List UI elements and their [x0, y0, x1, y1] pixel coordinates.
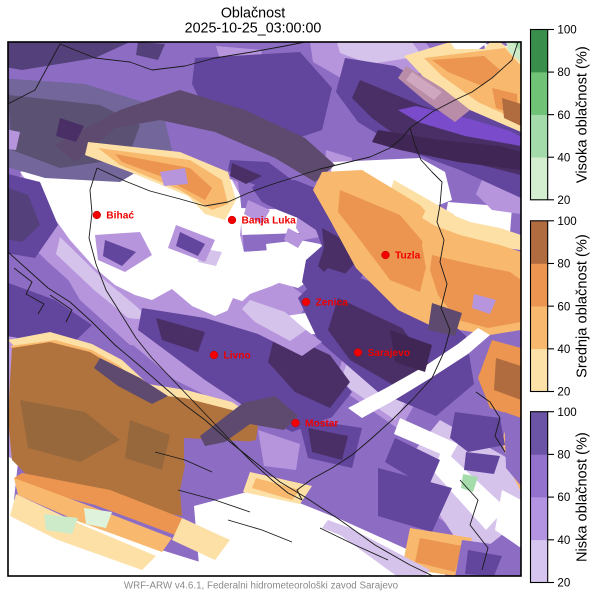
svg-text:Visoka oblačnost (%): Visoka oblačnost (%) [575, 46, 591, 183]
svg-text:Livno: Livno [224, 350, 251, 361]
svg-text:60: 60 [557, 109, 570, 122]
svg-text:40: 40 [557, 151, 570, 164]
svg-text:100: 100 [557, 215, 576, 228]
svg-text:Mostar: Mostar [305, 418, 338, 429]
svg-text:Tuzla: Tuzla [395, 250, 421, 261]
svg-text:20: 20 [557, 386, 570, 399]
svg-text:Sarajevo: Sarajevo [368, 348, 410, 359]
svg-text:20: 20 [557, 577, 570, 590]
svg-text:Bihać: Bihać [106, 210, 134, 221]
svg-text:100: 100 [557, 24, 576, 37]
svg-text:40: 40 [557, 343, 570, 356]
svg-text:Niska oblačnost (%): Niska oblačnost (%) [575, 432, 591, 562]
svg-text:20: 20 [557, 194, 570, 207]
svg-text:80: 80 [557, 66, 570, 79]
svg-text:60: 60 [557, 300, 570, 313]
svg-text:60: 60 [557, 491, 570, 504]
svg-text:Zenica: Zenica [316, 297, 349, 308]
svg-text:Srednja oblačnost (%): Srednja oblačnost (%) [575, 234, 591, 378]
svg-text:Banja Luka: Banja Luka [242, 215, 297, 226]
svg-text:WRF-ARW v4.6.1, Federalni hidr: WRF-ARW v4.6.1, Federalni hidrometeorolo… [124, 580, 399, 591]
svg-text:80: 80 [557, 449, 570, 462]
svg-text:40: 40 [557, 534, 570, 547]
svg-text:80: 80 [557, 258, 570, 271]
svg-text:2025-10-25_03:00:00: 2025-10-25_03:00:00 [185, 21, 322, 37]
svg-text:Oblačnost: Oblačnost [221, 6, 285, 22]
svg-text:100: 100 [557, 406, 576, 419]
